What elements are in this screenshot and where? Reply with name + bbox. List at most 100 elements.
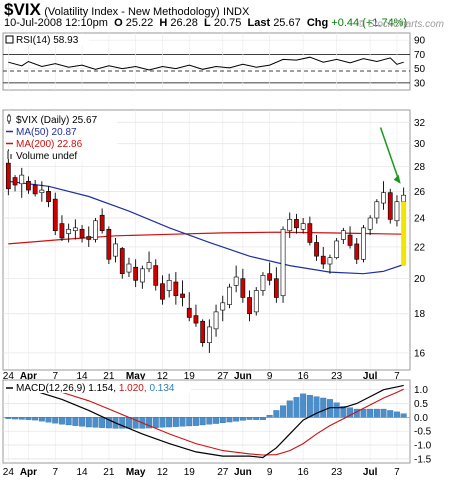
macd-tick-label: 0.0: [414, 413, 428, 424]
price-legend-bg: [5, 112, 117, 162]
candle-body-up: [72, 227, 78, 232]
macd-histogram-bar: [280, 405, 287, 418]
rsi-tick-label: 50: [414, 64, 426, 75]
legend-entry: MA(50) 20.87: [16, 127, 77, 138]
macd-tick-label: 0.5: [414, 399, 428, 410]
title-line: $VIX (Volatility Index - New Methodology…: [4, 0, 249, 20]
date-label-top: 7: [52, 371, 58, 382]
macd-histogram-bar: [166, 417, 173, 428]
candle: [193, 304, 199, 327]
macd-histogram-bar: [179, 417, 186, 427]
candle-body-up: [367, 217, 373, 230]
price-tick-label: 30: [414, 139, 426, 150]
macd-histogram-bar: [313, 396, 320, 418]
open-value: 25.22: [125, 17, 154, 29]
last-bar-highlight: [401, 201, 407, 266]
candle-body-down: [106, 228, 112, 260]
date-label-bottom: 9: [267, 467, 273, 478]
candle-body-down: [79, 228, 85, 239]
macd-histogram-bar: [58, 417, 65, 425]
candle-body-down: [86, 236, 92, 240]
date-axis-top: 24 Apr 7 14 21 May 12 19 27 Jun 9 16 23 Jul 7: [3, 369, 410, 382]
candle-body-up: [146, 262, 152, 270]
date-label-top: 16: [298, 371, 310, 382]
candle-body-up: [334, 240, 340, 259]
macd-histogram-bar: [12, 417, 19, 420]
candle-body-down: [32, 184, 38, 195]
macd-histogram-bar: [119, 417, 126, 429]
candle: [387, 188, 393, 224]
candle: [327, 254, 333, 274]
macd-histogram-bar: [360, 408, 367, 418]
price-tick-label: 28: [414, 162, 426, 173]
candle: [160, 275, 165, 305]
exchange: INDX: [223, 6, 250, 18]
candle-body-up: [300, 223, 306, 230]
date-label-top: 19: [184, 371, 196, 382]
legend-entry: Volume undef: [16, 151, 77, 162]
hist-value: 0.134: [149, 383, 174, 394]
candle-body-up: [374, 201, 380, 219]
rsi-panel: RSI(14) 58.93 90 70 50 30: [2, 32, 426, 91]
macd-histogram-bar: [18, 417, 25, 420]
candle-body-down: [153, 265, 159, 286]
macd-histogram-bar: [286, 400, 293, 418]
date-label-bottom: Jul: [363, 467, 378, 478]
macd-label: MACD(12,26,9) 1.154, 1.020, 0.134: [16, 383, 175, 394]
macd-histogram-bar: [99, 417, 106, 428]
rsi-legend-swatch: [5, 35, 14, 44]
candle: [381, 181, 386, 210]
security-name: (Volatility Index - New Methodology): [44, 6, 220, 18]
macd-histogram-bar: [239, 417, 246, 421]
candle: [347, 226, 353, 249]
candle-body-down: [173, 281, 179, 297]
quote-line: 10-Jul-2008 12:10pm O 25.22 H 26.28 L 20…: [4, 17, 407, 29]
candle-body-down: [193, 315, 199, 324]
signal-line: [8, 384, 404, 456]
macd-tick-label: -1.5: [414, 454, 432, 465]
macd-histogram-bar: [259, 417, 266, 420]
candle-body-up: [126, 263, 132, 273]
candle: [32, 180, 38, 197]
quote-date: 10-Jul-2008 12:10pm: [4, 17, 108, 29]
macd-label-bg: [5, 381, 191, 393]
candle-body-down: [273, 278, 279, 298]
candle: [180, 280, 185, 307]
candle-body-down: [307, 223, 313, 243]
candle: [106, 226, 112, 265]
macd-label-prefix: MACD(12,26,9): [16, 383, 85, 394]
candle-body-down: [320, 255, 326, 265]
candle-body-down: [347, 234, 353, 246]
date-label-bottom: 12: [157, 467, 169, 478]
rsi-label-bg: [5, 34, 89, 46]
macd-tick-label: 1.0: [414, 385, 428, 396]
date-label-bottom: 21: [103, 467, 115, 478]
date-axis-bottom: 24 Apr 7 14 21 May 12 19 27 Jun 9 16 23 Jul 7: [3, 467, 400, 478]
candle-body-up: [220, 302, 226, 311]
rsi-line: [8, 56, 404, 71]
macd-histogram-bar: [293, 397, 300, 418]
date-label-bottom: 7: [394, 467, 400, 478]
candle: [247, 290, 252, 322]
candle: [361, 224, 366, 263]
candle-body-up: [340, 230, 346, 240]
candle-body-down: [26, 180, 31, 191]
candle-body-up: [19, 174, 25, 185]
macd-histogram-bar: [219, 417, 226, 424]
candle-body-up: [66, 228, 72, 234]
macd-histogram-bar: [45, 417, 52, 423]
candle: [99, 208, 105, 234]
macd-value: 1.154,: [88, 383, 116, 394]
candle: [72, 219, 78, 240]
candle-body-up: [206, 326, 212, 343]
macd-histogram-bar: [152, 417, 159, 428]
candle-body-down: [180, 293, 185, 298]
date-label-bottom: 23: [331, 467, 343, 478]
date-label-bottom: Apr: [20, 467, 37, 478]
signal-value: 1.020,: [119, 383, 147, 394]
candle-body-up: [93, 220, 98, 240]
date-label-top: Jun: [234, 371, 252, 382]
date-label-bottom: Jun: [234, 467, 252, 478]
